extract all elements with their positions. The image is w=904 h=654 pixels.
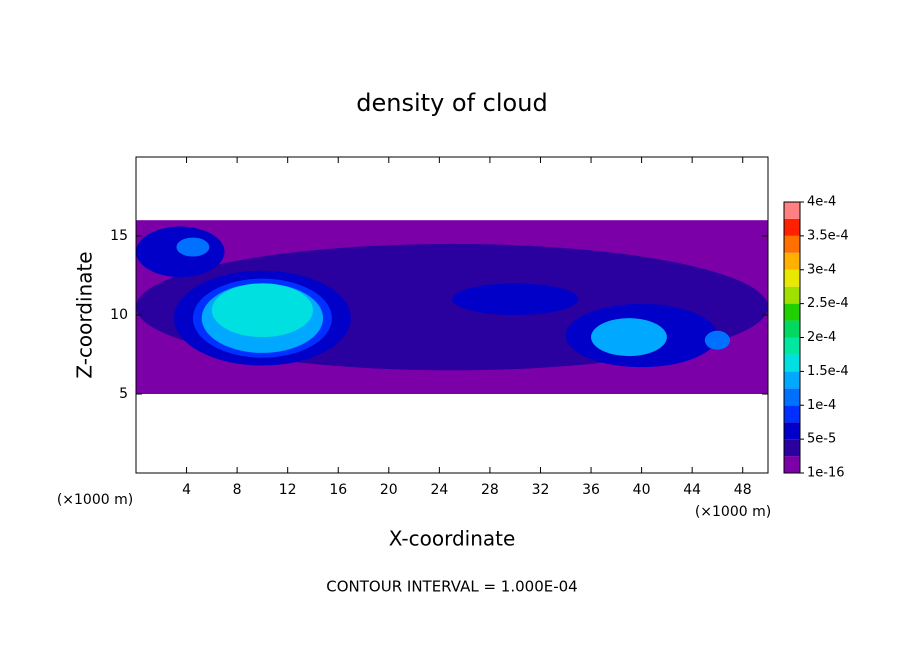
field-region xyxy=(452,283,579,316)
colorbar-band xyxy=(784,388,800,406)
colorbar-band xyxy=(784,456,800,473)
colorbar-tick-label: 2.5e-4 xyxy=(807,296,849,311)
colorbar-tick-label: 4e-4 xyxy=(807,195,836,210)
field-region xyxy=(211,283,313,338)
x-tick-label: 20 xyxy=(380,482,398,498)
colorbar-band xyxy=(784,439,800,457)
y-unit-label: (×1000 m) xyxy=(57,492,133,508)
colorbar-band xyxy=(784,303,800,321)
x-tick-label: 16 xyxy=(329,482,347,498)
x-tick-label: 8 xyxy=(233,482,242,498)
x-tick-label: 40 xyxy=(633,482,651,498)
colorbar-band xyxy=(784,422,800,440)
colorbar-band xyxy=(784,354,800,372)
colorbar-band xyxy=(784,218,800,236)
field-region xyxy=(176,237,210,257)
colorbar-band xyxy=(784,405,800,423)
field-region xyxy=(704,330,731,350)
colorbar-band xyxy=(784,286,800,304)
colorbar-tick-label: 1e-4 xyxy=(807,398,836,413)
x-tick-label: 48 xyxy=(734,482,752,498)
field-region xyxy=(591,318,667,357)
field xyxy=(136,220,768,394)
x-tick-label: 12 xyxy=(279,482,297,498)
x-tick-label: 4 xyxy=(182,482,191,498)
colorbar-tick-label: 2e-4 xyxy=(807,330,836,345)
x-tick-label: 36 xyxy=(582,482,600,498)
y-tick-label: 5 xyxy=(119,386,128,402)
x-tick-label: 28 xyxy=(481,482,499,498)
colorbar-tick-label: 1e-16 xyxy=(807,466,845,481)
colorbar-band xyxy=(784,269,800,287)
colorbar-tick-label: 1.5e-4 xyxy=(807,364,849,379)
colorbar-tick-label: 5e-5 xyxy=(807,432,836,447)
colorbar-band xyxy=(784,337,800,355)
y-tick-label: 10 xyxy=(110,307,128,323)
x-tick-label: 24 xyxy=(430,482,448,498)
x-tick-label: 32 xyxy=(532,482,550,498)
colorbar-tick-label: 3.5e-4 xyxy=(807,228,849,243)
colorbar-band xyxy=(784,202,800,219)
y-tick-label: 15 xyxy=(110,228,128,244)
colorbar-band xyxy=(784,320,800,338)
x-axis-label: X-coordinate xyxy=(389,527,516,551)
x-tick-label: 44 xyxy=(683,482,701,498)
colorbar-band xyxy=(784,252,800,270)
x-unit-label: (×1000 m) xyxy=(695,504,771,520)
chart-title: density of cloud xyxy=(356,89,547,117)
footer-note: CONTOUR INTERVAL = 1.000E-04 xyxy=(326,578,577,596)
colorbar-band xyxy=(784,371,800,389)
y-axis-label: Z-coordinate xyxy=(73,251,97,378)
colorbar-band xyxy=(784,235,800,253)
colorbar-tick-label: 3e-4 xyxy=(807,262,836,277)
